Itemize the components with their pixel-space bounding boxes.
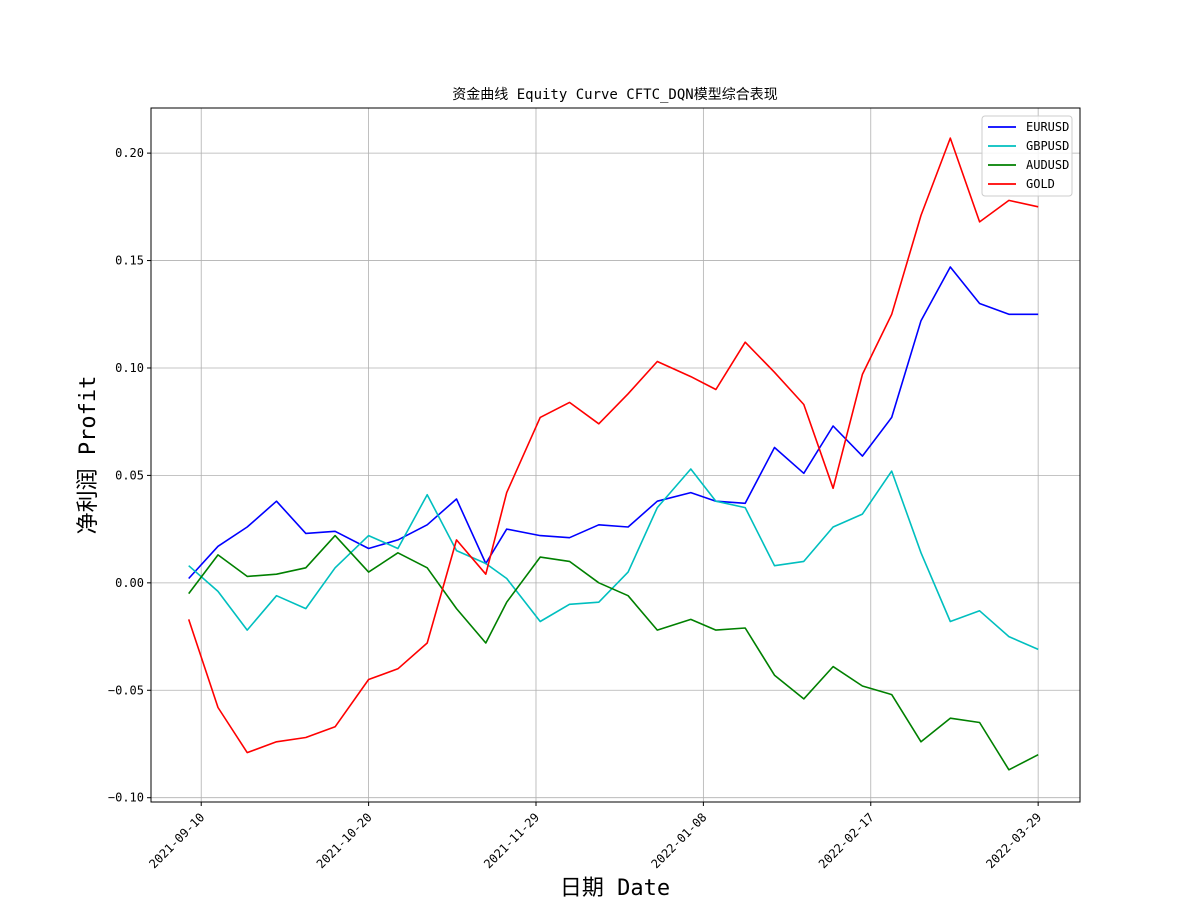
chart-title: 资金曲线 Equity Curve CFTC_DQN模型综合表现 [452,87,777,103]
legend-label: EURUSD [1026,120,1069,134]
y-tick-label: 0.10 [115,361,144,375]
grid-lines [151,108,1080,802]
x-axis-label: 日期 Date [560,876,670,900]
y-tick-label: 0.20 [115,146,144,160]
series-line-audusd [188,534,1039,771]
legend-box [981,115,1073,197]
y-tick-label: 0.15 [115,254,144,268]
series-lines [187,137,1039,771]
plot-frame [150,107,1081,803]
plot-area [151,108,1080,802]
legend-label: AUDUSD [1026,158,1069,172]
legend-label: GOLD [1026,177,1055,191]
legend-label: GBPUSD [1026,139,1069,153]
series-line-gbpusd [188,468,1039,651]
y-tick-label: −0.05 [108,683,144,697]
y-tick-label: −0.10 [108,791,144,805]
series-line-gold [187,137,1039,754]
legend: EURUSD GBPUSD AUDUSD GOLD [981,115,1073,197]
y-tick-label: 0.05 [115,468,144,482]
y-tick-label: 0.00 [115,576,144,590]
y-axis-label: 净利润 Profit [76,376,101,535]
series-line-eurusd [188,266,1039,580]
